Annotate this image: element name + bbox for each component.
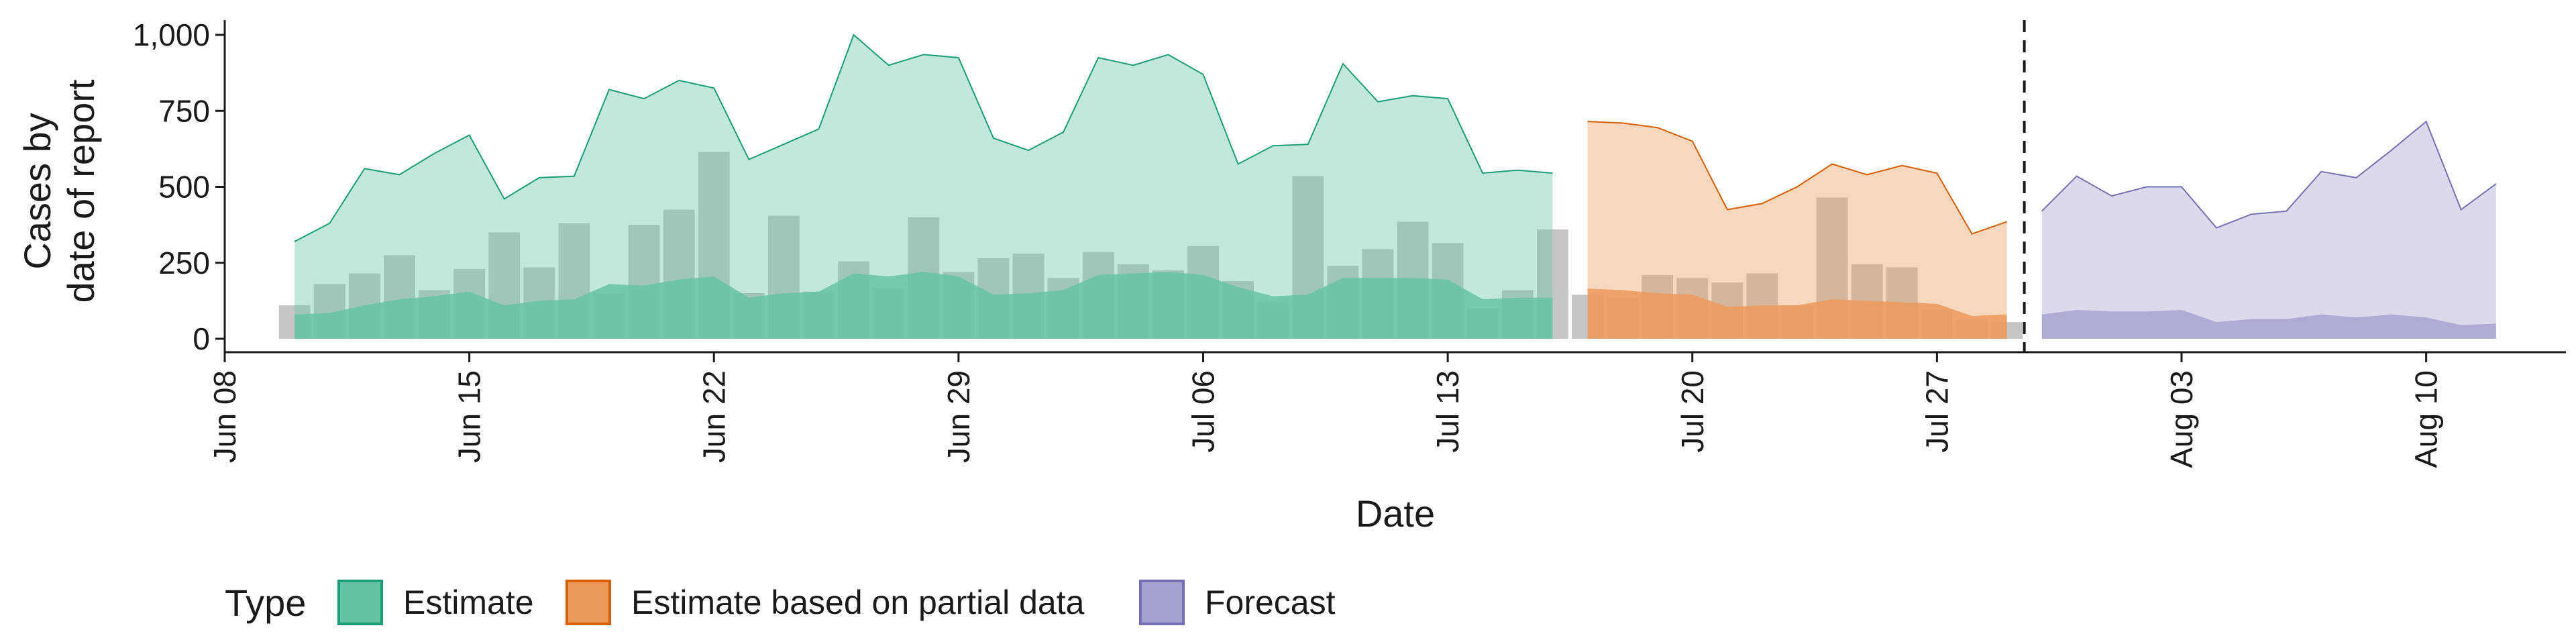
y-tick-label: 750 bbox=[158, 93, 210, 128]
y-axis-label-line2: date of report bbox=[60, 79, 102, 303]
x-tick-label: Jun 15 bbox=[452, 370, 487, 463]
x-tick-label: Jul 06 bbox=[1186, 370, 1221, 453]
inner-band-1 bbox=[294, 272, 1553, 339]
y-tick-label: 500 bbox=[158, 170, 210, 205]
legend-label-3: Forecast bbox=[1205, 584, 1336, 621]
x-ticks: Jun 08 Jun 15 Jun 22 Jun 29 Jul 06 Jul 13 Jul … bbox=[207, 352, 2444, 468]
inner-band-3 bbox=[2041, 310, 2496, 339]
outer-band-1 bbox=[294, 35, 1553, 339]
x-tick-label: Jun 29 bbox=[941, 370, 976, 463]
y-tick-label: 0 bbox=[193, 321, 210, 356]
legend-label-2: Estimate based on partial data bbox=[631, 584, 1085, 621]
x-tick-label: Jul 27 bbox=[1919, 370, 1954, 453]
inner-band-2 bbox=[1587, 288, 2007, 339]
legend-swatch-1 bbox=[337, 580, 383, 625]
legend-swatch-2 bbox=[566, 580, 611, 625]
x-tick-label: Jun 22 bbox=[696, 370, 731, 463]
upper-line-3 bbox=[2041, 120, 2497, 229]
y-tick-label: 250 bbox=[158, 246, 210, 280]
y-tick-label: 1,000 bbox=[133, 17, 210, 52]
y-ticks: 0 250 500 750 1,000 bbox=[133, 17, 225, 356]
x-tick-label: Aug 10 bbox=[2409, 370, 2444, 468]
legend-title: Type bbox=[225, 582, 306, 624]
legend-swatch-3 bbox=[1139, 580, 1185, 625]
outer-band-2 bbox=[1587, 121, 2007, 339]
outer-band-3 bbox=[2041, 121, 2496, 339]
upper-line-1 bbox=[294, 34, 1553, 242]
upper-line-2 bbox=[1587, 121, 2007, 235]
x-tick-label: Jul 20 bbox=[1675, 370, 1710, 453]
x-axis-label: Date bbox=[1356, 492, 1435, 535]
x-tick-label: Jul 13 bbox=[1430, 370, 1465, 453]
y-axis-label-line1: Cases by bbox=[16, 113, 58, 269]
legend: Type Estimate Estimate based on partial d… bbox=[225, 580, 1336, 625]
x-tick-label: Jun 08 bbox=[207, 370, 242, 463]
legend-label-1: Estimate bbox=[403, 584, 534, 621]
estimate-areas bbox=[294, 34, 2497, 339]
x-tick-label: Aug 03 bbox=[2164, 370, 2199, 468]
